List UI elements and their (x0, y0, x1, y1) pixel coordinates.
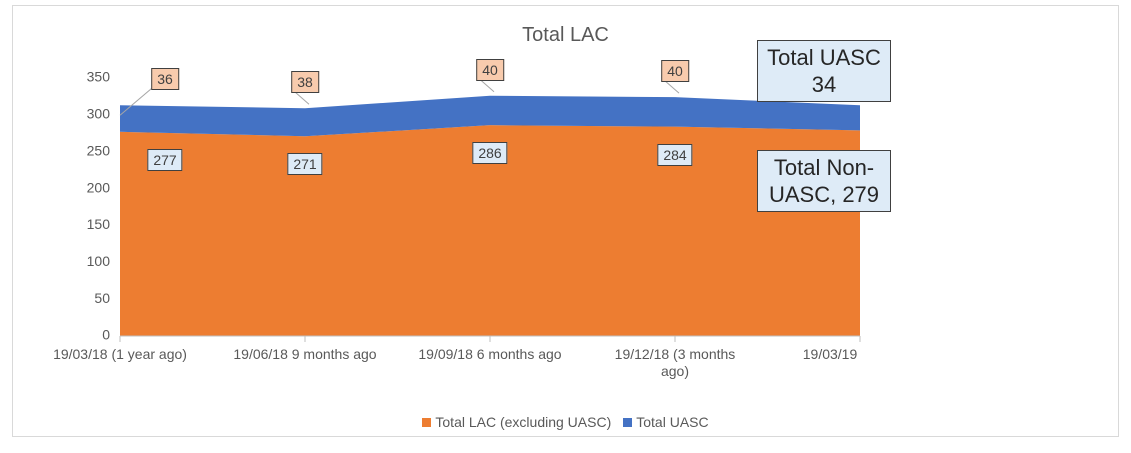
legend-swatch (623, 418, 633, 427)
y-tick-label: 100 (87, 253, 111, 269)
data-label: 36 (151, 68, 179, 91)
data-label: 286 (472, 142, 508, 165)
legend-item: Total UASC (623, 414, 709, 430)
data-label: 271 (287, 153, 323, 176)
y-tick-label: 200 (87, 179, 111, 195)
data-label: 38 (291, 71, 319, 94)
data-label: 284 (657, 143, 693, 166)
y-tick-label: 50 (94, 290, 110, 306)
data-label: Total Non-UASC, 279 (757, 150, 891, 212)
x-tick-label: 19/12/18 (3 months ago) (614, 346, 736, 379)
legend-label: Total LAC (excluding UASC) (435, 414, 612, 430)
chart-title: Total LAC (522, 24, 609, 46)
x-tick-label: 19/06/18 9 months ago (233, 346, 377, 362)
data-label: Total UASC 34 (757, 40, 891, 102)
data-label: 277 (147, 148, 183, 171)
x-tick-label: 19/03/19 (802, 346, 858, 362)
legend: Total LAC (excluding UASC) Total UASC (0, 414, 1131, 430)
chart-frame (12, 5, 1119, 437)
y-tick-label: 250 (87, 142, 111, 158)
legend-label: Total UASC (636, 414, 709, 430)
area (120, 125, 860, 336)
y-tick-label: 150 (87, 216, 111, 232)
x-tick-label: 19/09/18 6 months ago (418, 346, 562, 362)
x-tick-label: 19/03/18 (1 year ago) (53, 346, 187, 362)
legend-item: Total LAC (excluding UASC) (422, 414, 611, 430)
legend-swatch (422, 418, 432, 427)
area (120, 95, 860, 137)
y-tick-label: 350 (87, 69, 111, 85)
y-tick-label: 0 (102, 327, 110, 343)
data-label: 40 (661, 60, 689, 83)
y-tick-label: 300 (87, 106, 111, 122)
data-label: 40 (476, 58, 504, 81)
leader-line (119, 86, 154, 116)
